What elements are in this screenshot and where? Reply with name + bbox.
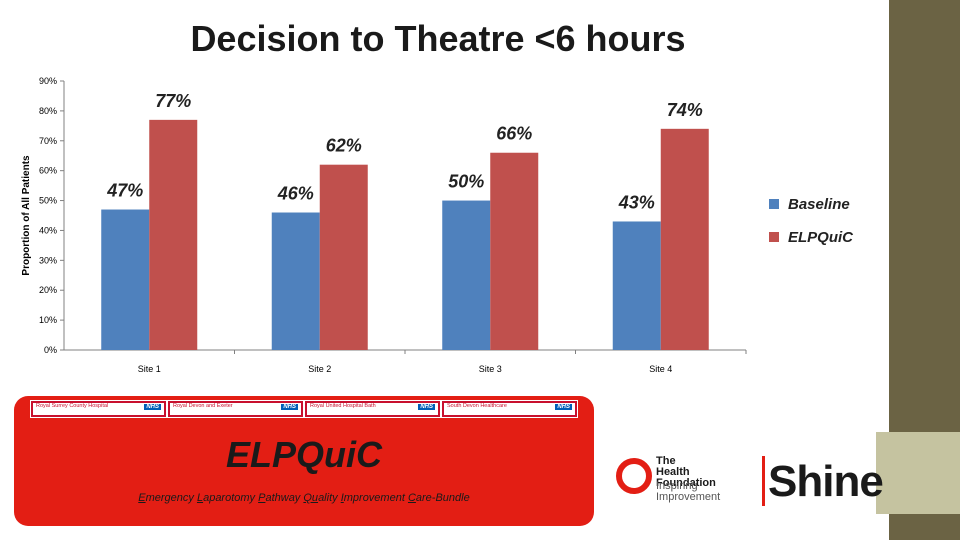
bar-baseline (612, 221, 661, 350)
hospital-logos-strip: Royal Surrey County Hospital NHS Royal D… (30, 400, 578, 418)
hospital-name: Royal United Hospital Bath (310, 403, 376, 409)
data-label: 77% (155, 91, 191, 111)
y-tick-label: 10% (39, 315, 57, 325)
data-label: 43% (618, 192, 655, 212)
bar-elpquic (149, 119, 198, 350)
decorative-block (889, 432, 960, 514)
hospital-logo: South Devon Healthcare NHS (442, 401, 577, 417)
y-tick-label: 90% (39, 76, 57, 86)
bar-baseline (442, 200, 491, 350)
y-tick-label: 0% (44, 345, 57, 355)
y-tick-label: 80% (39, 106, 57, 116)
nhs-badge: NHS (418, 404, 435, 410)
legend-swatch (769, 232, 779, 242)
nhs-badge: NHS (281, 404, 298, 410)
hospital-name: South Devon Healthcare (447, 403, 507, 409)
bar-baseline (101, 209, 150, 350)
x-tick-label: Site 1 (138, 364, 161, 374)
bar-elpquic (660, 128, 709, 350)
legend-label: ELPQuiC (788, 229, 854, 246)
y-tick-label: 40% (39, 225, 57, 235)
data-label: 50% (448, 172, 484, 192)
data-label: 62% (326, 136, 362, 156)
hospital-logo: Royal Surrey County Hospital NHS (31, 401, 166, 417)
x-tick-label: Site 3 (479, 364, 502, 374)
bar-chart: 0% 10% 20% 30% 40% 50% 60% 70% 80% 90% Proportion … (21, 76, 854, 374)
bar-elpquic (319, 164, 368, 350)
decorative-line (876, 432, 889, 514)
nhs-badge: NHS (144, 404, 161, 410)
shine-logo: Shine (768, 457, 884, 506)
elpquic-banner: Royal Surrey County Hospital NHS Royal D… (14, 396, 594, 526)
hospital-name: Royal Devon and Exeter (173, 403, 233, 409)
x-tick-label: Site 4 (649, 364, 672, 374)
nhs-badge: NHS (555, 404, 572, 410)
hospital-logo: Royal Devon and Exeter NHS (168, 401, 303, 417)
legend-swatch (769, 199, 779, 209)
hospital-logo: Royal United Hospital Bath NHS (305, 401, 440, 417)
y-tick-label: 30% (39, 255, 57, 265)
legend-label: Baseline (788, 196, 850, 213)
data-label: 47% (106, 181, 143, 201)
x-tick-label: Site 2 (308, 364, 331, 374)
bar-elpquic (490, 152, 539, 350)
y-tick-label: 20% (39, 285, 57, 295)
ring-icon (616, 458, 652, 494)
data-label: 46% (277, 184, 314, 204)
health-foundation-name: The Health Foundation (656, 455, 716, 489)
hospital-name: Royal Surrey County Hospital (36, 403, 109, 409)
banner-subtitle: Emergency Laparotomy Pathway Quality Imp… (138, 492, 470, 504)
slide-title: Decision to Theatre <6 hours (190, 18, 686, 59)
health-foundation-tagline: Inspiring Improvement (656, 480, 721, 503)
banner-title: ELPQuiC (225, 434, 382, 475)
health-foundation-logo: The Health Foundation Inspiring Improvem… (616, 456, 756, 506)
logo-separator (762, 456, 765, 506)
y-axis-title: Proportion of All Patients (21, 155, 32, 276)
y-tick-label: 70% (39, 136, 57, 146)
data-label: 66% (496, 124, 532, 144)
y-tick-label: 50% (39, 196, 57, 206)
bar-baseline (271, 212, 320, 350)
data-label: 74% (667, 100, 703, 120)
y-tick-label: 60% (39, 166, 57, 176)
